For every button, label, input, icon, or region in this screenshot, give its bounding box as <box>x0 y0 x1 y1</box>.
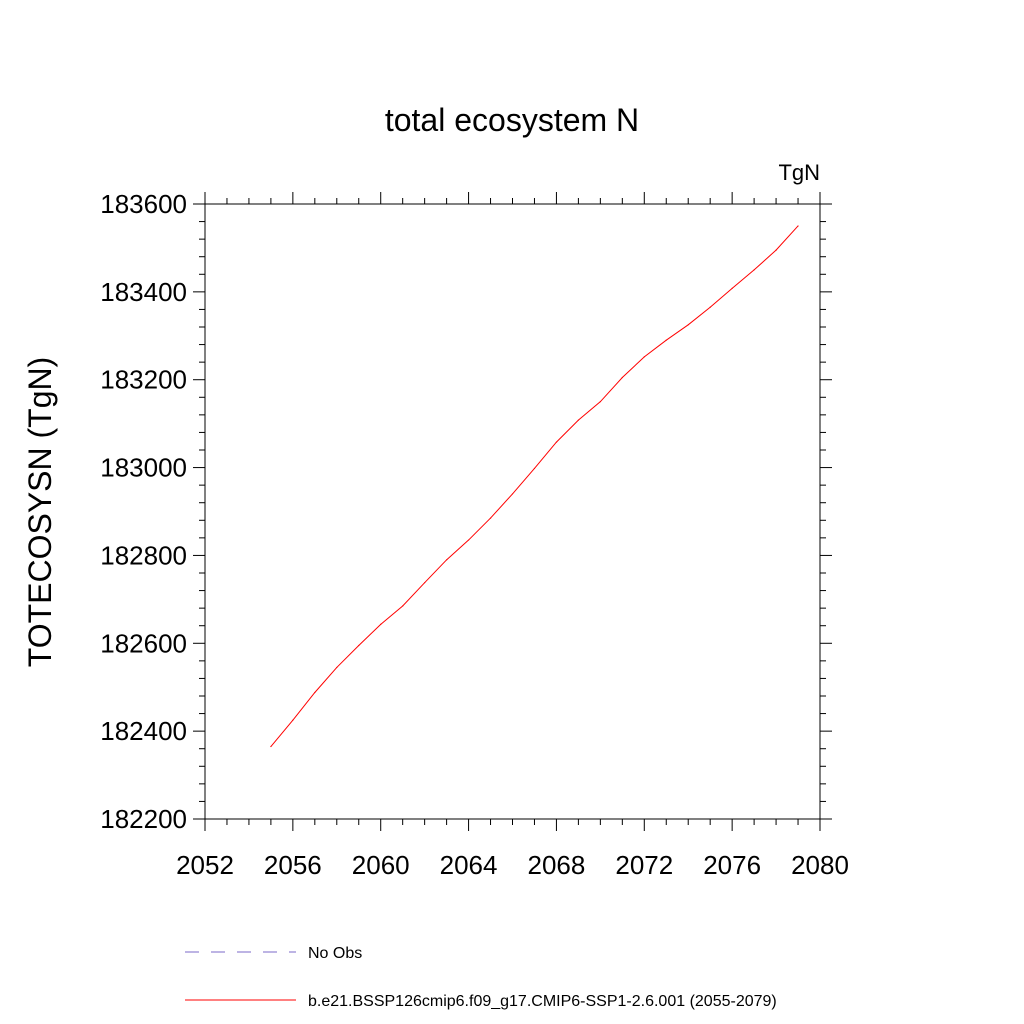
data-point <box>555 441 558 443</box>
data-point <box>621 376 623 379</box>
y-tick-label: 183000 <box>100 453 187 483</box>
data-point <box>511 493 514 495</box>
data-point <box>489 517 492 519</box>
y-tick-label: 182200 <box>100 804 187 834</box>
legend-label: No Obs <box>308 945 362 962</box>
data-point <box>599 401 601 403</box>
data-point <box>424 582 426 584</box>
series-line <box>270 225 799 747</box>
data-point <box>687 324 689 326</box>
y-tick-label: 183400 <box>100 277 187 307</box>
data-point <box>380 623 382 625</box>
data-point <box>533 467 536 470</box>
data-point <box>775 249 777 251</box>
x-tick-label: 2072 <box>615 850 673 880</box>
data-point <box>731 287 733 289</box>
chart-title: total ecosystem N <box>385 102 639 138</box>
y-axis-label: TOTECOSYSN (TgN) <box>22 357 58 668</box>
x-tick-label: 2052 <box>176 850 234 880</box>
data-point <box>402 605 404 607</box>
data-point <box>467 539 470 541</box>
data-point <box>577 419 579 421</box>
tick-labels: 2052 2056 2060 2064 2068 2072 2076 2080 182200 18… <box>100 189 849 880</box>
x-tick-label: 2068 <box>528 850 586 880</box>
data-point <box>336 666 338 669</box>
data-point <box>643 356 645 358</box>
data-point <box>358 644 360 647</box>
data-point <box>292 719 294 721</box>
y-tick-label: 182800 <box>100 540 187 570</box>
legend-label: b.e21.BSSP126cmip6.f09_g17.CMIP6-SSP1-2.… <box>308 993 777 1010</box>
units-label: TgN <box>778 160 820 185</box>
x-tick-label: 2056 <box>264 850 322 880</box>
data-series <box>270 225 799 748</box>
y-tick-label: 182400 <box>100 716 187 746</box>
legend: No Obs b.e21.BSSP126cmip6.f09_g17.CMIP6-S… <box>185 945 777 1010</box>
data-point <box>753 269 755 271</box>
x-tick-label: 2076 <box>703 850 761 880</box>
data-point <box>665 339 667 341</box>
y-tick-label: 182600 <box>100 628 187 658</box>
data-point <box>709 306 711 308</box>
x-tick-label: 2064 <box>440 850 498 880</box>
plot-area <box>204 203 821 820</box>
data-point <box>446 559 448 561</box>
y-tick-label: 183200 <box>100 365 187 395</box>
data-point <box>314 691 316 694</box>
x-tick-label: 2060 <box>352 850 410 880</box>
data-point <box>270 745 272 748</box>
x-tick-label: 2080 <box>791 850 849 880</box>
y-tick-label: 183600 <box>100 189 187 219</box>
data-point <box>797 225 799 227</box>
axis-ticks <box>193 192 832 831</box>
